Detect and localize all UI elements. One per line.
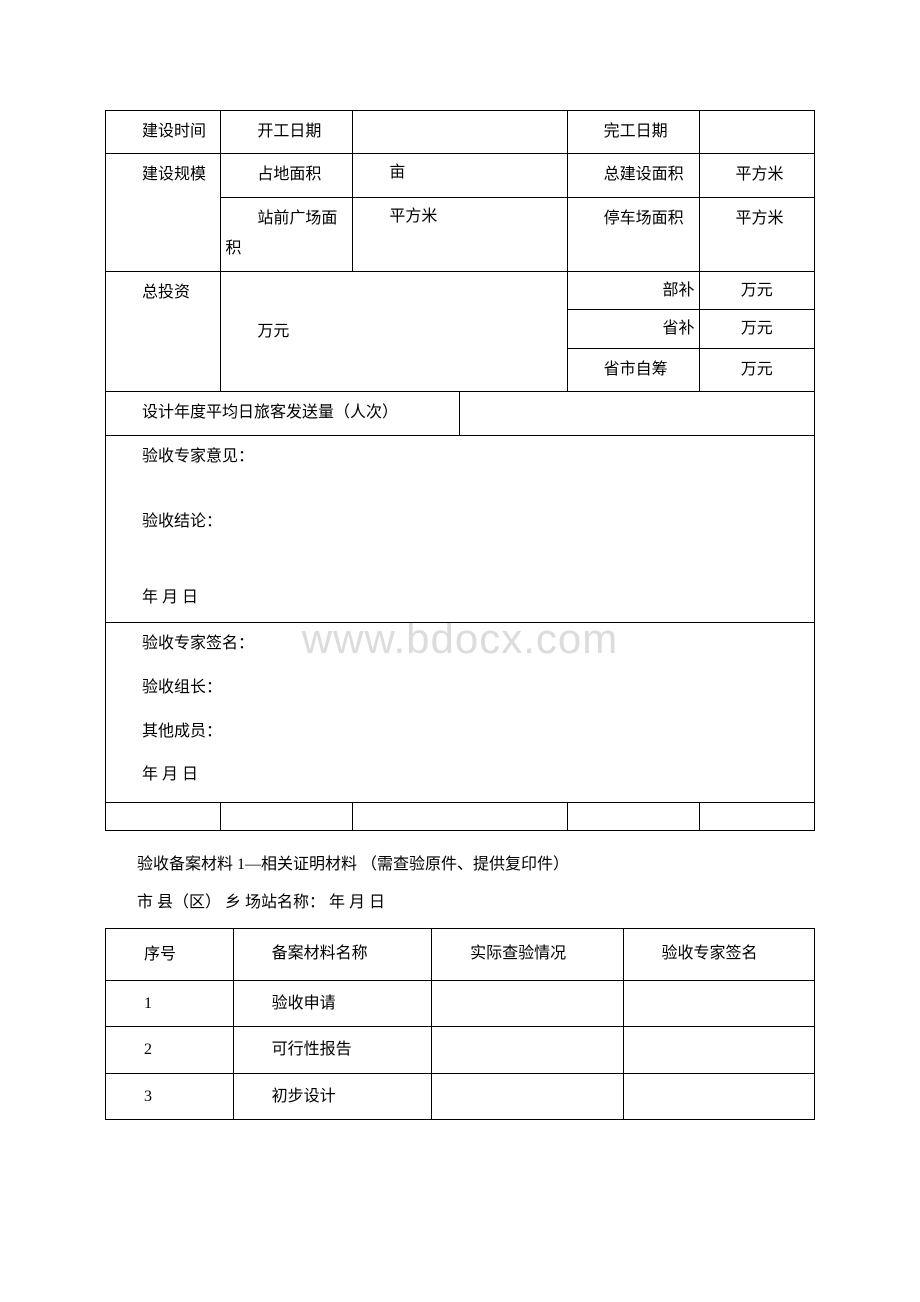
section-subtitle: 市 县（区） 乡 场站名称： 年 月 日 — [105, 889, 815, 918]
plaza-area-label: 站前广场面积 — [221, 197, 353, 271]
empty-cell — [221, 802, 353, 830]
province-subsidy-label: 省补 — [567, 310, 699, 349]
construction-scale-label: 建设规模 — [106, 154, 221, 271]
header-num: 序号 — [106, 929, 234, 980]
section-title: 验收备案材料 1—相关证明材料 （需查验原件、提供复印件） — [105, 851, 815, 880]
passenger-volume-label: 设计年度平均日旅客发送量（人次） — [106, 392, 460, 435]
header-name: 备案材料名称 — [233, 929, 432, 980]
empty-cell — [106, 802, 221, 830]
sign-label: 验收专家签名： — [110, 631, 810, 657]
empty-cell — [353, 802, 567, 830]
construction-time-label: 建设时间 — [106, 111, 221, 154]
table-row: 验收专家签名： 验收组长： 其他成员： 年 月 日 — [106, 623, 815, 802]
expert-opinion-cell: 验收专家意见： 验收结论： 年 月 日 — [106, 435, 815, 623]
end-date-label: 完工日期 — [567, 111, 699, 154]
materials-table: 序号 备案材料名称 实际查验情况 验收专家签名 1 验收申请 2 可行性报告 3… — [105, 928, 815, 1120]
opinion-label: 验收专家意见： — [110, 444, 810, 470]
conclusion-label: 验收结论： — [110, 509, 810, 535]
expert-sign-cell: 验收专家签名： 验收组长： 其他成员： 年 月 日 — [106, 623, 815, 802]
empty-cell — [567, 802, 699, 830]
main-form-table: 建设时间 开工日期 完工日期 建设规模 占地面积 亩 总建设面积 平方米 站前广… — [105, 110, 815, 831]
table-row: 设计年度平均日旅客发送量（人次） — [106, 392, 815, 435]
row-name: 可行性报告 — [233, 1027, 432, 1074]
row-check — [432, 980, 623, 1027]
province-subsidy-unit: 万元 — [699, 310, 814, 349]
passenger-volume-value — [460, 392, 815, 435]
table-row: 验收专家意见： 验收结论： 年 月 日 — [106, 435, 815, 623]
leader-label: 验收组长： — [110, 675, 810, 701]
empty-cell — [699, 802, 814, 830]
row-sign — [623, 1073, 814, 1120]
table-row: 1 验收申请 — [106, 980, 815, 1027]
table-row: 2 可行性报告 — [106, 1027, 815, 1074]
parking-area-label: 停车场面积 — [567, 197, 699, 271]
row-name: 验收申请 — [233, 980, 432, 1027]
ministry-subsidy-label: 部补 — [567, 271, 699, 310]
table-row: 建设规模 占地面积 亩 总建设面积 平方米 — [106, 154, 815, 197]
total-build-area-label: 总建设面积 — [567, 154, 699, 197]
parking-area-unit: 平方米 — [699, 197, 814, 271]
row-sign — [623, 980, 814, 1027]
land-area-unit: 亩 — [353, 154, 567, 197]
row-check — [432, 1073, 623, 1120]
self-raised-label: 省市自筹 — [567, 348, 699, 391]
start-date-value — [353, 111, 567, 154]
header-check: 实际查验情况 — [432, 929, 623, 980]
total-build-area-unit: 平方米 — [699, 154, 814, 197]
table-row: 建设时间 开工日期 完工日期 — [106, 111, 815, 154]
end-date-value — [699, 111, 814, 154]
total-investment-label: 总投资 — [106, 271, 221, 392]
members-label: 其他成员： — [110, 719, 810, 745]
table-row — [106, 802, 815, 830]
opinion-date: 年 月 日 — [110, 585, 810, 611]
ministry-subsidy-unit: 万元 — [699, 271, 814, 310]
sign-date: 年 月 日 — [110, 762, 810, 788]
row-num: 2 — [106, 1027, 234, 1074]
row-check — [432, 1027, 623, 1074]
table-row: 3 初步设计 — [106, 1073, 815, 1120]
self-raised-unit: 万元 — [699, 348, 814, 391]
plaza-area-unit: 平方米 — [353, 197, 567, 271]
table-row: 序号 备案材料名称 实际查验情况 验收专家签名 — [106, 929, 815, 980]
row-sign — [623, 1027, 814, 1074]
row-name: 初步设计 — [233, 1073, 432, 1120]
start-date-label: 开工日期 — [221, 111, 353, 154]
row-num: 3 — [106, 1073, 234, 1120]
total-investment-unit: 万元 — [221, 271, 567, 392]
table-row: 总投资 万元 部补 万元 — [106, 271, 815, 310]
row-num: 1 — [106, 980, 234, 1027]
land-area-label: 占地面积 — [221, 154, 353, 197]
header-sign: 验收专家签名 — [623, 929, 814, 980]
